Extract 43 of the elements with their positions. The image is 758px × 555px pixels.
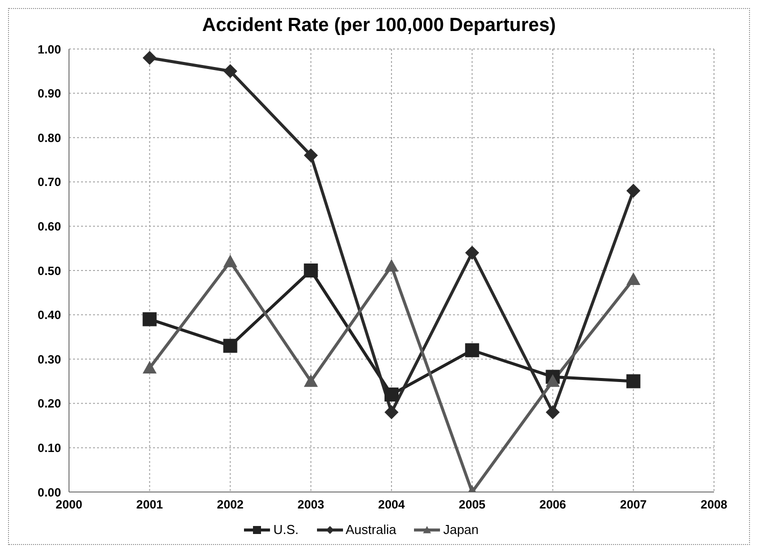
y-tick-label: 0.50 [38,264,62,278]
x-tick-label: 2005 [458,498,486,512]
legend-label: Japan [442,522,479,537]
x-tick-label: 2002 [216,498,244,512]
y-tick-label: 0.10 [38,440,62,455]
x-tick-label: 2007 [620,498,648,512]
point [626,374,640,388]
x-tick-label: 2004 [378,498,406,512]
point [546,405,560,420]
chart-title: Accident Rate (per 100,000 Departures) [201,15,557,38]
y-tick-label: 0.70 [38,175,62,190]
y-tick-label: 0.60 [38,219,62,234]
point [304,264,318,278]
point [384,388,398,402]
point [304,148,318,162]
point [304,374,318,387]
x-tick-label: 2000 [56,498,83,512]
x-tick-label: 2001 [136,498,164,512]
legend-label: U.S. [272,522,299,537]
y-tick-label: 0.20 [38,396,62,411]
x-tick-label: 2008 [700,498,728,512]
point [626,272,640,285]
point [465,343,480,358]
point [465,246,480,260]
y-tick-label: 0.90 [38,86,62,101]
point [223,254,238,268]
x-tick-label: 2006 [539,498,566,512]
y-tick-label: 1.00 [38,42,62,56]
y-tick-label: 0.30 [38,352,62,366]
legend-label: Australia [344,522,396,537]
point [384,259,398,272]
point [142,50,157,65]
point [223,64,238,78]
point [546,374,560,387]
y-tick-label: 0.80 [38,130,62,145]
y-tick-label: 0.00 [38,485,62,500]
point [626,184,640,198]
point [142,360,157,374]
y-tick-label: 0.40 [38,308,62,322]
point [223,338,238,353]
point [384,405,398,420]
point [142,312,157,326]
x-tick-label: 2003 [298,498,325,512]
